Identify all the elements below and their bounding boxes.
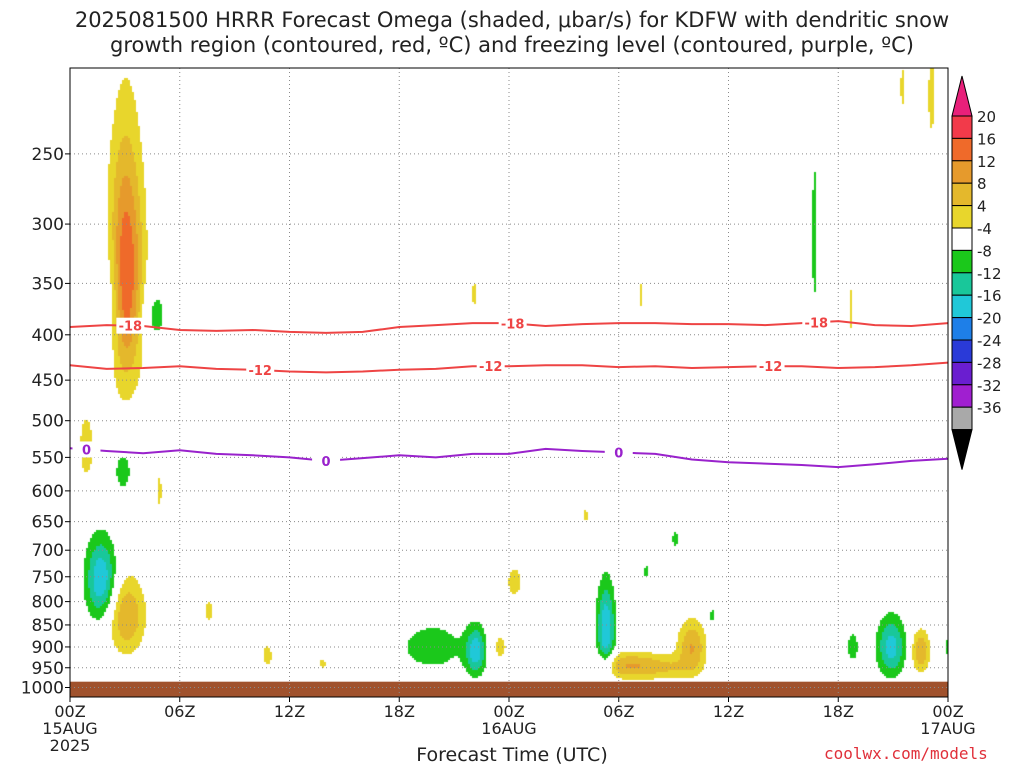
colorbar-segment [951, 227, 973, 251]
colorbar-label: -32 [977, 377, 1002, 395]
contour-label-bg [116, 317, 145, 334]
contour-label: 0 [82, 443, 91, 458]
colorbar-segment [951, 182, 973, 207]
colorbar-under-arrow [951, 429, 973, 470]
colorbar-segment [951, 361, 973, 386]
colorbar-segment [951, 115, 973, 139]
contours: -18 -18 -18 -12 -12 -12 0 0 0 [70, 314, 948, 470]
ground-fill [70, 681, 948, 697]
colorbar-label: 20 [977, 108, 996, 126]
colorbar-label: -36 [977, 399, 1002, 417]
x-tick-date: 16AUG [481, 719, 536, 738]
contour-label: -12 [479, 360, 503, 375]
x-tick-date: 15AUG [42, 719, 97, 738]
contour-label-bg [756, 358, 785, 375]
y-tick-label: 600 [32, 482, 64, 502]
colorbar-segment [951, 249, 973, 274]
contour-label: -18 [501, 317, 525, 332]
colorbar-label: -4 [977, 220, 992, 238]
chart-subtitle: growth region (contoured, red, ºC) and f… [110, 33, 914, 57]
y-tick-label: 800 [32, 593, 64, 613]
colorbar-label: -8 [977, 242, 992, 260]
y-tick-label: 750 [32, 568, 64, 588]
colorbar-segment [951, 272, 973, 296]
credit-label: coolwx.com/models [824, 744, 988, 763]
y-tick-label: 700 [32, 541, 64, 561]
contour-label: -18 [119, 320, 143, 335]
colorbar-segment [951, 137, 973, 162]
y-tick-label: 550 [32, 448, 64, 468]
colorbar-label: -24 [977, 332, 1002, 350]
contour-label: -12 [759, 360, 783, 375]
omega-shading [70, 68, 948, 697]
colorbar-label: 4 [977, 198, 987, 216]
colorbar-segment [951, 406, 973, 431]
colorbar-segment [951, 205, 973, 229]
y-tick-label: 650 [32, 513, 64, 533]
contour-label: -12 [248, 364, 272, 379]
x-tick-year: 2025 [50, 736, 91, 755]
colorbar: 20 16 12 8 4 -4 -8 -12 -16 -20 -24 -28 -32 -36 [951, 75, 1002, 470]
y-tick-label: 1000 [21, 678, 64, 698]
x-tick-label: 12Z [713, 702, 744, 721]
contour-label-bg [802, 314, 831, 331]
colorbar-label: -16 [977, 287, 1002, 305]
y-axis: 2503003504004505005506006507007508008509… [21, 145, 70, 698]
chart-title: 2025081500 HRRR Forecast Omega (shaded, … [74, 8, 950, 32]
colorbar-label: -28 [977, 354, 1002, 372]
contour-line [70, 447, 948, 469]
contour-label: 0 [614, 446, 623, 461]
colorbar-segment [951, 384, 973, 408]
colorbar-segment [951, 294, 973, 319]
x-tick-label: 00Z [932, 702, 963, 721]
y-tick-label: 900 [32, 638, 64, 658]
y-tick-label: 500 [32, 412, 64, 432]
x-axis-label: Forecast Time (UTC) [416, 744, 608, 766]
y-tick-label: 850 [32, 616, 64, 636]
contour-label-bg [498, 315, 527, 332]
y-tick-label: 300 [32, 215, 64, 235]
contour-label-bg [246, 362, 275, 379]
colorbar-segment [951, 317, 973, 341]
contour-label-bg [72, 441, 101, 458]
x-tick-label: 18Z [384, 702, 415, 721]
y-tick-label: 250 [32, 145, 64, 165]
colorbar-over-arrow [951, 75, 973, 117]
x-tick-label: 00Z [54, 702, 85, 721]
x-tick-label: 06Z [164, 702, 195, 721]
y-tick-label: 400 [32, 326, 64, 346]
x-tick-label: 00Z [493, 702, 524, 721]
colorbar-label: 8 [977, 175, 987, 193]
contour-label-bg [312, 452, 341, 469]
contour-label-bg [604, 444, 633, 461]
colorbar-label: 16 [977, 130, 996, 148]
x-tick-date: 17AUG [920, 719, 975, 738]
colorbar-label: -20 [977, 310, 1002, 328]
contour-label-bg [476, 358, 505, 375]
x-tick-label: 18Z [823, 702, 854, 721]
y-tick-label: 950 [32, 659, 64, 679]
colorbar-label: 12 [977, 153, 996, 171]
colorbar-segment [951, 339, 973, 363]
contour-label: -18 [805, 316, 829, 331]
y-tick-label: 350 [32, 274, 64, 294]
x-tick-label: 12Z [274, 702, 305, 721]
colorbar-label: -12 [977, 265, 1002, 283]
contour-label: 0 [322, 455, 331, 470]
y-tick-label: 450 [32, 371, 64, 391]
x-tick-label: 06Z [603, 702, 634, 721]
contour-line [70, 361, 948, 374]
colorbar-segment [951, 160, 973, 184]
